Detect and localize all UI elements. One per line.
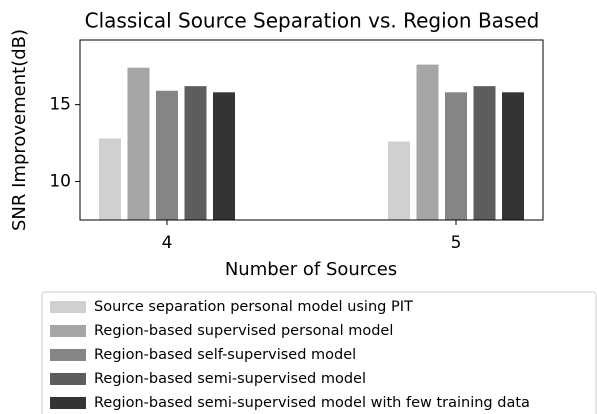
bar (99, 138, 121, 220)
x-axis-label: Number of Sources (225, 259, 397, 280)
y-axis-label: SNR Improvement(dB) (9, 29, 30, 231)
legend-label: Region-based semi-supervised model (94, 371, 366, 387)
bar (388, 141, 410, 220)
bar (445, 92, 467, 220)
bar (127, 67, 150, 220)
legend-label: Region-based supervised personal model (94, 323, 393, 339)
legend-label: Region-based semi-supervised model with … (94, 395, 530, 411)
bar (184, 86, 207, 221)
y-tick-label: 10 (49, 172, 71, 192)
x-tick-label: 4 (162, 233, 173, 253)
legend-label: Region-based self-supervised model (94, 347, 356, 363)
x-tick-label: 5 (451, 233, 462, 253)
legend-swatch (50, 325, 86, 337)
legend-swatch (50, 397, 86, 409)
y-tick-label: 15 (49, 95, 71, 115)
legend-swatch (50, 349, 86, 361)
bar (416, 64, 439, 220)
legend-swatch (50, 301, 86, 313)
legend-label: Source separation personal model using P… (94, 299, 413, 315)
legend-swatch (50, 373, 86, 385)
bar (156, 90, 178, 221)
legend-box (41, 291, 597, 414)
bar (213, 92, 235, 220)
bar (473, 86, 496, 221)
chart-title: Classical Source Separation vs. Region B… (85, 9, 540, 33)
bar (502, 92, 524, 220)
plot-frame (79, 39, 544, 221)
